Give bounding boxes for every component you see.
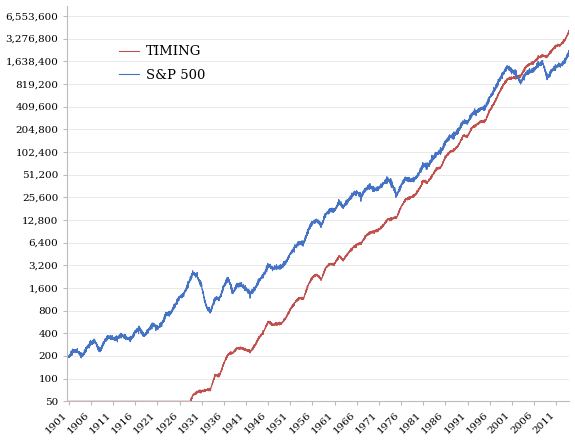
TIMING [66,399,72,404]
TIMING [566,28,573,33]
TIMING [566,29,573,34]
Line: S&P 500: S&P 500 [69,50,569,358]
Line: TIMING: TIMING [69,30,569,401]
S&P 500 [566,49,573,54]
S&P 500 [172,301,179,306]
S&P 500 [546,74,553,79]
TIMING [161,399,168,404]
Legend: TIMING, S&P 500: TIMING, S&P 500 [114,40,210,87]
TIMING [185,399,191,404]
S&P 500 [185,285,191,291]
S&P 500 [566,48,573,53]
S&P 500 [143,330,150,336]
S&P 500 [66,355,72,360]
S&P 500 [78,355,85,361]
TIMING [143,399,150,404]
TIMING [126,399,133,404]
TIMING [546,52,553,57]
TIMING [172,399,179,404]
S&P 500 [161,317,168,322]
S&P 500 [126,336,133,341]
